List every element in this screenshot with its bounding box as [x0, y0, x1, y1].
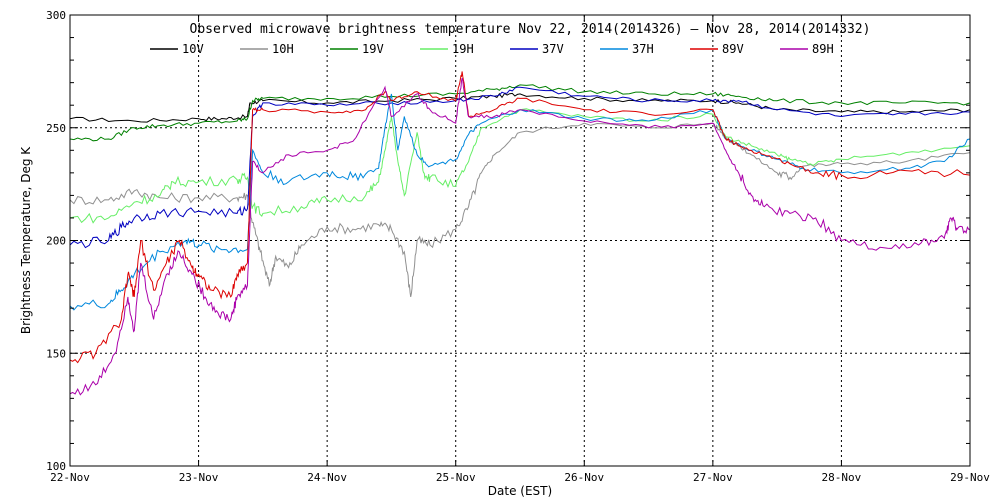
x-tick-label: 23-Nov	[179, 471, 219, 484]
legend-label-19v: 19V	[362, 42, 384, 56]
y-tick-label: 250	[46, 122, 66, 135]
series-line-89h	[69, 77, 971, 396]
legend-label-89v: 89V	[722, 42, 744, 56]
legend-label-10v: 10V	[182, 42, 204, 56]
y-tick-label: 150	[46, 347, 66, 360]
x-tick-label: 22-Nov	[50, 471, 90, 484]
chart-title: Observed microwave brightness temperatur…	[190, 22, 871, 37]
y-tick-label: 100	[46, 460, 66, 473]
x-axis-title: Date (EST)	[488, 484, 552, 498]
y-axis-title: Brightness Temperature, Deg K	[19, 146, 33, 334]
x-tick-label: 29-Nov	[950, 471, 990, 484]
legend-label-37h: 37H	[632, 42, 654, 56]
series-line-19h	[69, 108, 971, 224]
legend-label-89h: 89H	[812, 42, 834, 56]
legend-label-19h: 19H	[452, 42, 474, 56]
x-tick-label: 25-Nov	[436, 471, 476, 484]
tick-layer: 22-Nov 23-Nov 24-Nov 25-Nov 26-Nov 27-Nov 28-N…	[46, 9, 990, 484]
legend-label-37v: 37V	[542, 42, 564, 56]
series-layer	[69, 71, 971, 396]
x-tick-label: 28-Nov	[822, 471, 862, 484]
legend: 10V 10H 19V 19H 37V 37H 89V 89H	[150, 42, 834, 56]
x-tick-label: 26-Nov	[564, 471, 604, 484]
series-line-37h	[69, 93, 971, 311]
y-tick-label: 200	[46, 235, 66, 248]
y-tick-label: 300	[46, 9, 66, 22]
legend-label-10h: 10H	[272, 42, 294, 56]
x-tick-label: 24-Nov	[307, 471, 347, 484]
x-tick-label: 27-Nov	[693, 471, 733, 484]
series-line-37v	[69, 86, 971, 249]
